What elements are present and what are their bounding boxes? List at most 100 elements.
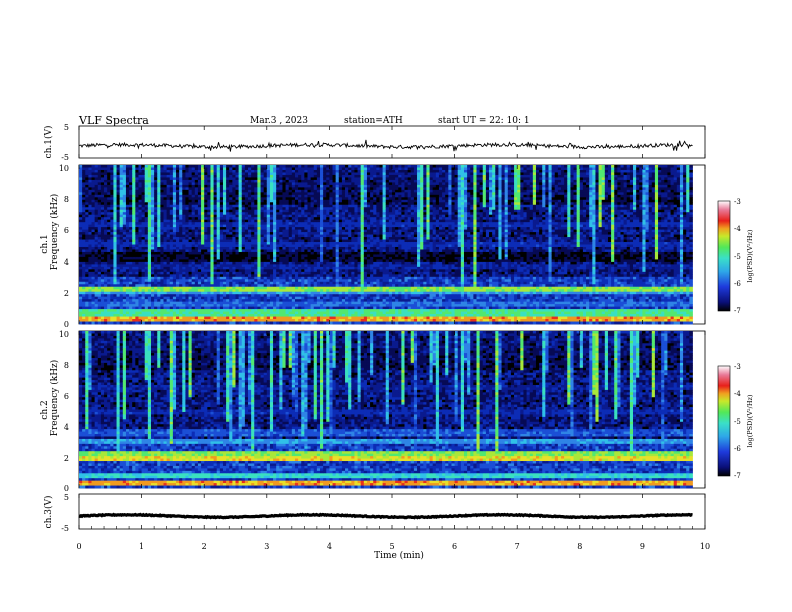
spectrogram-cell: [129, 277, 133, 280]
spectrogram-cell: [113, 200, 117, 203]
spectrogram-cell: [88, 292, 92, 295]
spectrogram-cell: [117, 180, 121, 183]
spectrogram-cell: [95, 252, 99, 255]
spectrogram-cell: [92, 222, 96, 225]
spectrogram-cell: [82, 287, 86, 290]
spectrogram-cell: [79, 269, 83, 272]
spectrogram-cell: [85, 170, 89, 173]
spectrogram-cell: [82, 292, 86, 295]
spectrogram-cell: [120, 249, 124, 252]
spectrogram-cell: [126, 165, 130, 168]
spectrogram-cell: [129, 217, 133, 220]
spectrogram-cell: [82, 180, 86, 183]
spectrogram-cell: [107, 172, 111, 175]
spectrogram-cell: [85, 210, 89, 213]
spectrogram-cell: [126, 249, 130, 252]
spectrogram-cell: [117, 245, 121, 248]
spectrogram-cell: [98, 170, 102, 173]
spectrogram-cell: [120, 212, 124, 215]
spectrogram-cell: [95, 322, 99, 325]
spectrogram-cell: [79, 192, 83, 195]
spectrogram-cell: [107, 205, 111, 208]
spectrogram-cell: [117, 247, 121, 250]
spectrogram-cell: [113, 319, 117, 322]
spectrogram-cell: [107, 309, 111, 312]
spectrogram-cell: [85, 182, 89, 185]
spectrogram-cell: [117, 289, 121, 292]
spectrogram-cell: [113, 267, 117, 270]
spectrogram-cell: [129, 165, 133, 168]
spectrogram-cell: [85, 312, 89, 315]
spectrogram-cell: [120, 292, 124, 295]
spectrogram-cell: [132, 172, 136, 175]
spectrogram-cell: [101, 287, 105, 290]
spectrogram-cell: [79, 252, 83, 255]
spectrogram-cell: [82, 212, 86, 215]
spectrogram-cell: [85, 185, 89, 188]
spectrogram-cell: [113, 195, 117, 198]
spectrogram-cell: [107, 287, 111, 290]
spectrogram-cell: [120, 200, 124, 203]
spectrogram-cell: [123, 254, 127, 257]
spectrogram-cell: [92, 227, 96, 230]
spectrogram-cell: [101, 200, 105, 203]
spectrogram-cell: [82, 299, 86, 302]
spectrogram-cell: [129, 185, 133, 188]
spectrogram-cell: [132, 257, 136, 260]
station-label: station=ATH: [344, 116, 403, 126]
spectrogram-cell: [92, 277, 96, 280]
spectrogram-cell: [132, 212, 136, 215]
spectrogram-cell: [104, 254, 108, 257]
spectrogram-cell: [101, 304, 105, 307]
spectrogram-cell: [88, 235, 92, 238]
spectrogram-cell: [88, 230, 92, 233]
spectrogram-cell: [129, 274, 133, 277]
spectrogram-cell: [85, 317, 89, 320]
spectrogram-cell: [107, 294, 111, 297]
spectrogram-cell: [85, 284, 89, 287]
spectrogram-cell: [95, 257, 99, 260]
spectrogram-cell: [104, 225, 108, 228]
spectrogram-cell: [126, 272, 130, 275]
spectrogram-cell: [95, 197, 99, 200]
spectrogram-cell: [110, 207, 114, 210]
spectrogram-cell: [126, 220, 130, 223]
spectrogram-cell: [117, 220, 121, 223]
spectrogram-cell: [126, 294, 130, 297]
spectrogram-cell: [117, 192, 121, 195]
spectrogram-cell: [101, 279, 105, 282]
spectrogram-cell: [107, 180, 111, 183]
spectrogram-cell: [132, 220, 136, 223]
spectrogram-cell: [132, 225, 136, 228]
spectrogram-cell: [85, 264, 89, 267]
spectrogram-cell: [110, 272, 114, 275]
spectrogram-cell: [110, 205, 114, 208]
spectrogram-cell: [88, 304, 92, 307]
spectrogram-cell: [107, 242, 111, 245]
spectrogram-cell: [79, 237, 83, 240]
spectrogram-cell: [101, 232, 105, 235]
spectrogram-cell: [101, 227, 105, 230]
spectrogram-cell: [132, 264, 136, 267]
spectrogram-cell: [132, 242, 136, 245]
spectrogram-cell: [101, 225, 105, 228]
spectrogram-cell: [104, 222, 108, 225]
spectrogram-cell: [101, 267, 105, 270]
spectrogram-cell: [104, 287, 108, 290]
spectrogram-cell: [101, 317, 105, 320]
spectrogram-cell: [104, 264, 108, 267]
spectrogram-cell: [113, 289, 117, 292]
spectrogram-cell: [113, 262, 117, 265]
spectrogram-cell: [95, 165, 99, 168]
spectrogram-cell: [98, 232, 102, 235]
spectrogram-cell: [117, 267, 121, 270]
spectrogram-cell: [92, 287, 96, 290]
spectrogram-cell: [85, 220, 89, 223]
spectrogram-cell: [104, 249, 108, 252]
spectrogram-cell: [120, 264, 124, 267]
spectrogram-cell: [129, 212, 133, 215]
spectrogram-cell: [126, 172, 130, 175]
spectrogram-cell: [101, 222, 105, 225]
spectrogram-cell: [123, 197, 127, 200]
spectrogram-cell: [95, 264, 99, 267]
